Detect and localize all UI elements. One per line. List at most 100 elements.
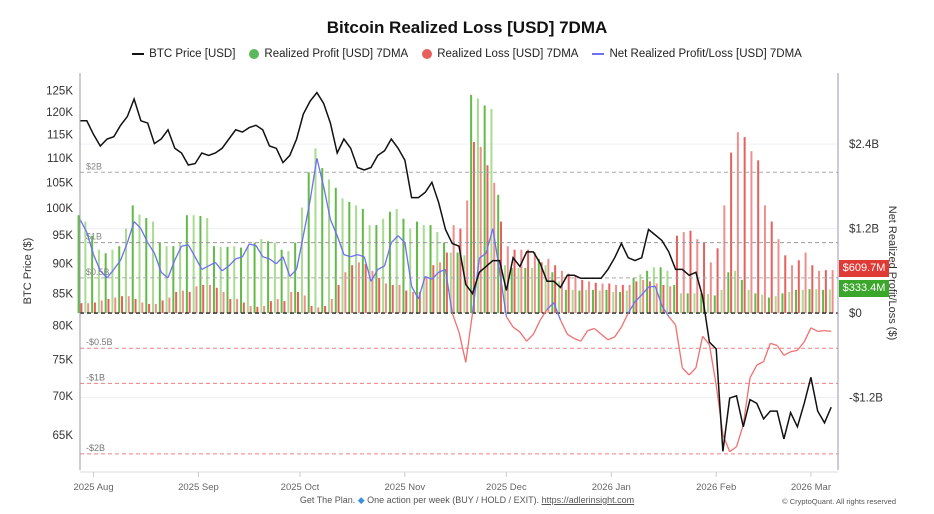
loss-bar [445,252,448,314]
net-line-segment [587,327,595,332]
loss-bar [716,248,719,314]
net-line-segment [756,361,764,366]
footer-link[interactable]: https://adlerinsight.com [541,495,635,505]
loss-bar [723,205,726,314]
profit-bar [97,249,100,314]
x-tick-label: 2026 Feb [696,482,736,493]
legend-label: BTC Price [USD] [149,48,236,60]
net-line-segment [668,316,677,326]
loss-bar [215,287,218,314]
profit-bar [409,228,412,314]
loss-bar [425,277,428,314]
net-line-segment [620,312,629,328]
loss-bar [554,265,557,314]
loss-bar [757,160,760,314]
legend-item-realized-profit[interactable]: Realized Profit [USD] 7DMA [249,48,408,60]
profit-bar [341,198,344,314]
y-left-tick-label: 95K [53,230,74,242]
loss-bar [824,270,827,314]
profit-bar [734,270,737,314]
profit-bar [747,289,750,314]
reference-line-label: -$0.5B [86,337,113,347]
loss-bar [418,291,421,314]
reference-line-label: -$2B [86,443,105,453]
profit-bar [551,272,554,314]
legend-item-realized-loss[interactable]: Realized Loss [USD] 7DMA [422,48,578,60]
loss-bar [80,303,83,314]
profit-bar [578,290,581,314]
profit-bar [395,208,398,314]
net-line-segment [465,312,474,363]
y-left-tick-label: 80K [53,320,74,332]
profit-bar [84,221,87,314]
y-left-tick-label: 90K [53,258,74,270]
net-line-segment [357,254,365,258]
loss-bar [351,265,354,314]
profit-bar [355,205,358,314]
loss-bar [283,301,286,314]
net-line-segment [309,158,318,201]
legend-item-btc-price[interactable]: BTC Price [USD] [132,48,235,60]
loss-bar [784,255,787,314]
loss-bar [635,281,638,314]
loss-bar [324,306,327,314]
y-left-tick-label: 70K [53,391,74,403]
net-line-segment [641,286,649,296]
net-line-segment [255,245,264,258]
net-line-segment [79,219,88,233]
loss-bar [804,252,807,314]
reference-line-label: $0.5B [86,267,110,277]
line-swatch-icon [592,53,605,55]
profit-bar [334,187,337,314]
net-line-segment [336,235,345,255]
net-line-segment [316,158,325,187]
profit-bar [233,246,236,314]
net-line-segment [492,228,501,271]
net-line-segment [431,271,440,280]
profit-bar [348,201,351,314]
net-line-segment [458,331,467,363]
profit-bar [727,272,730,314]
net-line-segment [451,312,460,333]
net-line-segment [688,367,697,376]
reference-line-label: $2B [86,161,102,171]
loss-bar [743,137,746,314]
loss-bar [662,284,665,314]
profit-bar [212,246,215,314]
profit-bar [794,289,797,314]
net-line-segment [106,269,115,279]
profit-bar [646,270,649,314]
net-line-segment [228,258,237,267]
y-right-tick-label: $1.2B [849,224,879,236]
net-line-segment [444,269,453,314]
y-right-tick-label: -$1.2B [849,393,883,405]
net-line-segment [512,326,521,333]
net-line-segment [424,275,433,280]
line-swatch-icon [132,53,145,55]
profit-bar [463,255,466,314]
legend-item-net-realized[interactable]: Net Realized Profit/Loss [USD] 7DMA [592,48,802,60]
loss-bar [493,182,496,314]
loss-bar [472,142,475,314]
profit-bar [77,215,80,314]
profit-bar [612,291,615,314]
profit-bar [659,267,662,314]
profit-bar [605,289,608,314]
loss-bar [831,270,834,314]
net-line-segment [269,258,277,265]
loss-bar [195,286,198,314]
net-line-segment [383,242,392,267]
net-line-segment [790,349,798,353]
loss-bar [709,262,712,314]
profit-bar [571,289,574,314]
net-line-segment [282,256,291,277]
loss-bar [263,306,266,314]
net-line-segment [817,330,825,333]
loss-bar [459,228,462,314]
net-line-segment [140,228,149,243]
net-line-segment [241,243,250,258]
profit-bar [124,228,127,314]
x-tick-label: 2025 Dec [486,482,527,493]
profit-bar [192,215,195,314]
profit-bar [801,289,804,314]
